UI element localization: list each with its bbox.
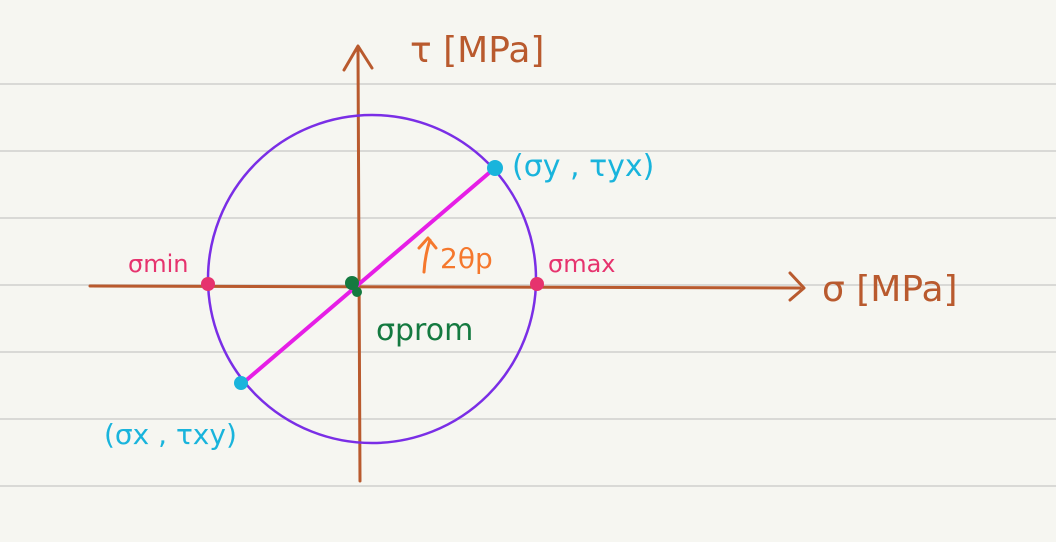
tau-axis-label: τ [MPa] bbox=[410, 30, 544, 71]
angle-arrow bbox=[417, 236, 438, 274]
angle-label: 2θp bbox=[440, 242, 493, 275]
tau-axis bbox=[356, 48, 362, 483]
point-x-marker bbox=[234, 376, 248, 390]
sigma-prom-label: σprom bbox=[376, 313, 473, 348]
sigma-min-point bbox=[201, 277, 215, 291]
point-x-label: (σx , τxy) bbox=[104, 418, 237, 451]
center-point bbox=[345, 276, 362, 297]
sigma-max-point bbox=[530, 277, 544, 291]
sigma-max-label: σmax bbox=[548, 250, 616, 278]
tau-axis-arrowhead bbox=[342, 44, 374, 72]
mohr-circle bbox=[206, 113, 538, 445]
sigma-axis bbox=[88, 284, 802, 290]
point-y-label: (σy , τyx) bbox=[512, 149, 654, 184]
sigma-axis-arrowhead bbox=[788, 271, 806, 302]
sigma-axis-label: σ [MPa] bbox=[822, 269, 958, 310]
point-y-marker bbox=[487, 160, 503, 176]
sigma-min-label: σmin bbox=[128, 250, 188, 278]
circle-diameter bbox=[241, 165, 498, 385]
